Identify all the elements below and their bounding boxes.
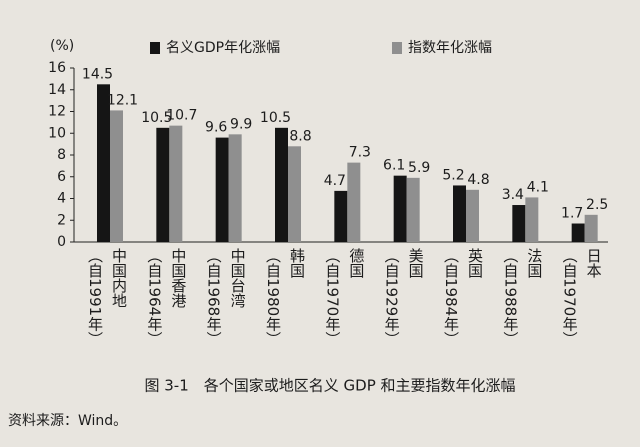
value-label: 4.1 <box>527 179 549 195</box>
x-tick-label: 中国台湾 <box>229 248 247 308</box>
bar <box>288 146 301 242</box>
bar <box>169 125 183 242</box>
y-tick-label: 8 <box>57 147 66 163</box>
value-label: 8.8 <box>289 128 311 144</box>
bar <box>110 110 123 242</box>
value-label: 3.4 <box>502 187 524 203</box>
bar <box>453 185 466 242</box>
bar <box>406 177 420 242</box>
period-label: （自1984年） <box>442 248 460 346</box>
bar <box>228 134 242 242</box>
y-tick-label: 12 <box>48 104 66 120</box>
legend-swatch <box>150 42 160 54</box>
value-label: 1.7 <box>561 206 583 222</box>
y-tick-label: 0 <box>57 234 66 250</box>
period-label: （自1980年） <box>264 248 282 346</box>
value-label: 10.7 <box>166 108 197 124</box>
x-tick-label: 日本 <box>585 248 603 278</box>
bar <box>466 189 479 242</box>
bar <box>512 205 526 242</box>
legend-label: 指数年化涨幅 <box>408 40 492 56</box>
caption: 图 3-1 各个国家或地区名义 GDP 和主要指数年化涨幅 <box>144 377 515 395</box>
bar <box>97 84 110 242</box>
value-label: 9.9 <box>230 116 252 132</box>
x-tick-label: 法国 <box>525 248 543 278</box>
y-tick-label: 2 <box>57 212 66 228</box>
value-label: 7.3 <box>349 145 371 161</box>
bar <box>525 197 539 242</box>
bar <box>275 127 288 242</box>
x-tick-label: 中国内地 <box>110 248 128 308</box>
period-label: （自1988年） <box>501 248 519 346</box>
period-label: （自1991年） <box>86 248 104 346</box>
legend-swatch <box>392 42 402 54</box>
period-label: （自1964年） <box>145 248 163 346</box>
period-label: （自1929年） <box>383 248 401 346</box>
y-tick-label: 4 <box>57 191 66 207</box>
value-label: 5.9 <box>408 160 430 176</box>
y-tick-label: 10 <box>48 125 66 141</box>
value-label: 4.8 <box>467 172 489 188</box>
value-label: 14.5 <box>82 66 113 82</box>
x-tick-label: 德国 <box>347 247 365 278</box>
x-tick-label: 英国 <box>466 247 484 278</box>
period-label: （自1970年） <box>323 248 341 346</box>
y-tick-label: 14 <box>48 82 66 98</box>
x-tick-label: 美国 <box>407 248 425 278</box>
legend-label: 名义GDP年化涨幅 <box>166 40 280 56</box>
bar <box>393 175 407 242</box>
bar <box>571 223 585 242</box>
period-label: （自1968年） <box>205 248 223 346</box>
y-axis-label: (%) <box>50 38 74 54</box>
bar <box>584 214 598 242</box>
period-label: （自1970年） <box>561 248 579 346</box>
bar <box>215 137 229 242</box>
value-label: 10.5 <box>141 110 172 126</box>
bar <box>347 162 361 242</box>
source: 资料来源：Wind。 <box>8 413 127 429</box>
x-tick-label: 中国香港 <box>169 248 187 308</box>
y-tick-label: 16 <box>48 60 66 76</box>
y-tick-label: 6 <box>57 169 66 185</box>
value-label: 10.5 <box>260 110 291 126</box>
value-label: 6.1 <box>383 158 405 174</box>
bar <box>334 190 348 242</box>
value-label: 12.1 <box>107 92 138 108</box>
value-label: 9.6 <box>205 120 227 136</box>
value-label: 4.7 <box>324 173 346 189</box>
value-label: 5.2 <box>442 167 464 183</box>
bar <box>156 127 170 242</box>
value-label: 2.5 <box>586 197 608 213</box>
x-tick-label: 韩国 <box>288 248 306 278</box>
